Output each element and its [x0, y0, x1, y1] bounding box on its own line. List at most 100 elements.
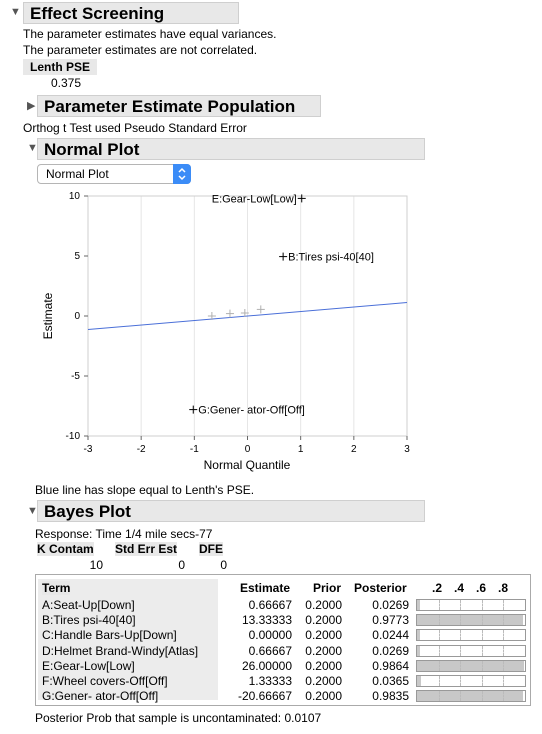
posterior-guide [438, 600, 440, 610]
x-tick-label: -1 [190, 444, 199, 455]
posterior-guide [438, 676, 440, 686]
point-label: G:Gener- ator-Off[Off] [198, 405, 305, 417]
orthog-t-test-note: Orthog t Test used Pseudo Standard Error [23, 121, 247, 135]
posterior-bar-fill [417, 676, 421, 686]
posterior-guide [481, 676, 483, 686]
term-header: Term [42, 581, 71, 595]
data-point [225, 309, 234, 318]
posterior-guide [481, 600, 483, 610]
term-cell: F:Wheel covers-Off[Off] [42, 674, 168, 688]
x-tick-label: 0 [245, 444, 251, 455]
collapse-triangle-icon[interactable]: ▼ [27, 505, 38, 517]
prior-cell: 0.2000 [305, 658, 342, 673]
posterior-guide [503, 645, 505, 656]
estimate-cell: 13.33333 [241, 613, 292, 628]
posterior-guide [460, 660, 462, 671]
y-axis-label: Estimate [41, 292, 55, 339]
y-tick-label: 10 [69, 191, 81, 202]
bayes-plot-header[interactable]: Bayes Plot [37, 500, 425, 522]
posterior-cell: 0.9773 [372, 613, 409, 628]
estimate-header: Estimate [240, 581, 291, 595]
dropdown-arrows-icon[interactable] [173, 164, 191, 184]
labeled-data-point [189, 405, 198, 414]
posterior-bar [416, 629, 526, 642]
table-row: F:Wheel covers-Off[Off] 1.33333 0.2000 0.03… [36, 673, 530, 688]
table-row: B:Tires psi-40[40] 13.33333 0.2000 0.9773 [36, 612, 530, 627]
estimate-cell: -20.66667 [237, 689, 292, 704]
y-tick-label: -5 [71, 371, 80, 382]
posterior-guide [503, 600, 505, 610]
term-cell: G:Gener- ator-Off[Off] [42, 689, 159, 704]
std-err-est-header: Std Err Est [115, 542, 178, 556]
posterior-guide [503, 615, 505, 626]
expand-triangle-icon[interactable]: ▶ [27, 100, 36, 112]
labeled-data-point [297, 194, 306, 203]
k-contam-value: 10 [89, 558, 103, 572]
prior-cell: 0.2000 [305, 674, 342, 688]
dfe-value: 0 [220, 558, 227, 572]
bayes-table: Term Estimate Prior Posterior .2 .4 .6 .8 A… [35, 574, 531, 706]
prior-header: Prior [313, 581, 342, 595]
posterior-axis-tick: .4 [454, 581, 465, 595]
x-tick-label: 1 [298, 444, 304, 455]
response-label: Response: Time 1/4 mile secs-77 [35, 527, 213, 541]
posterior-bar-fill [417, 615, 523, 626]
prior-cell: 0.2000 [305, 689, 342, 704]
posterior-guide [460, 676, 462, 686]
lenth-pse-header: Lenth PSE [23, 59, 97, 75]
posterior-bar-fill [417, 645, 420, 656]
effect-screening-header[interactable]: Effect Screening [23, 2, 239, 24]
x-tick-label: -3 [84, 444, 93, 455]
collapse-triangle-icon[interactable]: ▼ [27, 142, 38, 154]
normal-plot-header[interactable]: Normal Plot [37, 138, 425, 160]
table-row: A:Seat-Up[Down] 0.66667 0.2000 0.0269 [36, 597, 530, 612]
posterior-bar [416, 614, 526, 627]
term-cell: E:Gear-Low[Low] [42, 658, 135, 673]
posterior-bar-fill [417, 691, 524, 702]
collapse-triangle-icon[interactable]: ▼ [10, 6, 21, 18]
data-point [256, 305, 265, 314]
table-row: E:Gear-Low[Low] 26.00000 0.2000 0.9864 [36, 658, 530, 673]
posterior-guide [503, 691, 505, 702]
term-cell: D:Helmet Brand-Windy[Atlas] [42, 643, 199, 658]
equal-variance-note: The parameter estimates have equal varia… [23, 27, 277, 41]
posterior-guide [460, 600, 462, 610]
posterior-guide [481, 630, 483, 641]
posterior-guide [460, 691, 462, 702]
term-cell: B:Tires psi-40[40] [42, 613, 136, 628]
posterior-guide [481, 691, 483, 702]
labeled-data-point [279, 252, 288, 261]
table-row: G:Gener- ator-Off[Off] -20.66667 0.2000 0.9… [36, 688, 530, 703]
point-label: E:Gear-Low[Low] [212, 193, 297, 205]
posterior-guide [503, 660, 505, 671]
not-correlated-note: The parameter estimates are not correlat… [23, 43, 258, 57]
posterior-guide [460, 645, 462, 656]
table-row: D:Helmet Brand-Windy[Atlas] 0.66667 0.2000… [36, 643, 530, 658]
uncontaminated-probability: Posterior Prob that sample is uncontamin… [35, 711, 322, 725]
posterior-axis-tick: .2 [432, 581, 443, 595]
term-cell: A:Seat-Up[Down] [42, 598, 135, 612]
parameter-estimate-population-header[interactable]: Parameter Estimate Population [37, 95, 321, 117]
posterior-cell: 0.0269 [372, 598, 409, 612]
posterior-guide [503, 630, 505, 641]
slope-footnote: Blue line has slope equal to Lenth's PSE… [35, 483, 255, 497]
posterior-guide [503, 676, 505, 686]
posterior-bar [416, 690, 526, 703]
posterior-header: Posterior [354, 581, 407, 595]
estimate-cell: 0.00000 [248, 628, 292, 643]
y-tick-label: 5 [74, 251, 80, 262]
posterior-guide [438, 645, 440, 656]
posterior-axis-tick: .6 [476, 581, 487, 595]
posterior-cell: 0.0244 [372, 628, 409, 643]
k-contam-header: K Contam [37, 542, 94, 556]
prior-cell: 0.2000 [305, 643, 342, 658]
data-point [207, 312, 216, 320]
posterior-guide [481, 645, 483, 656]
plot-type-dropdown[interactable]: Normal Plot [37, 164, 191, 184]
posterior-guide [438, 630, 440, 641]
dropdown-selected-value: Normal Plot [46, 167, 109, 181]
lenth-pse-value: 0.375 [50, 76, 81, 90]
lenth-slope-line [87, 302, 408, 330]
posterior-bar [416, 644, 526, 657]
